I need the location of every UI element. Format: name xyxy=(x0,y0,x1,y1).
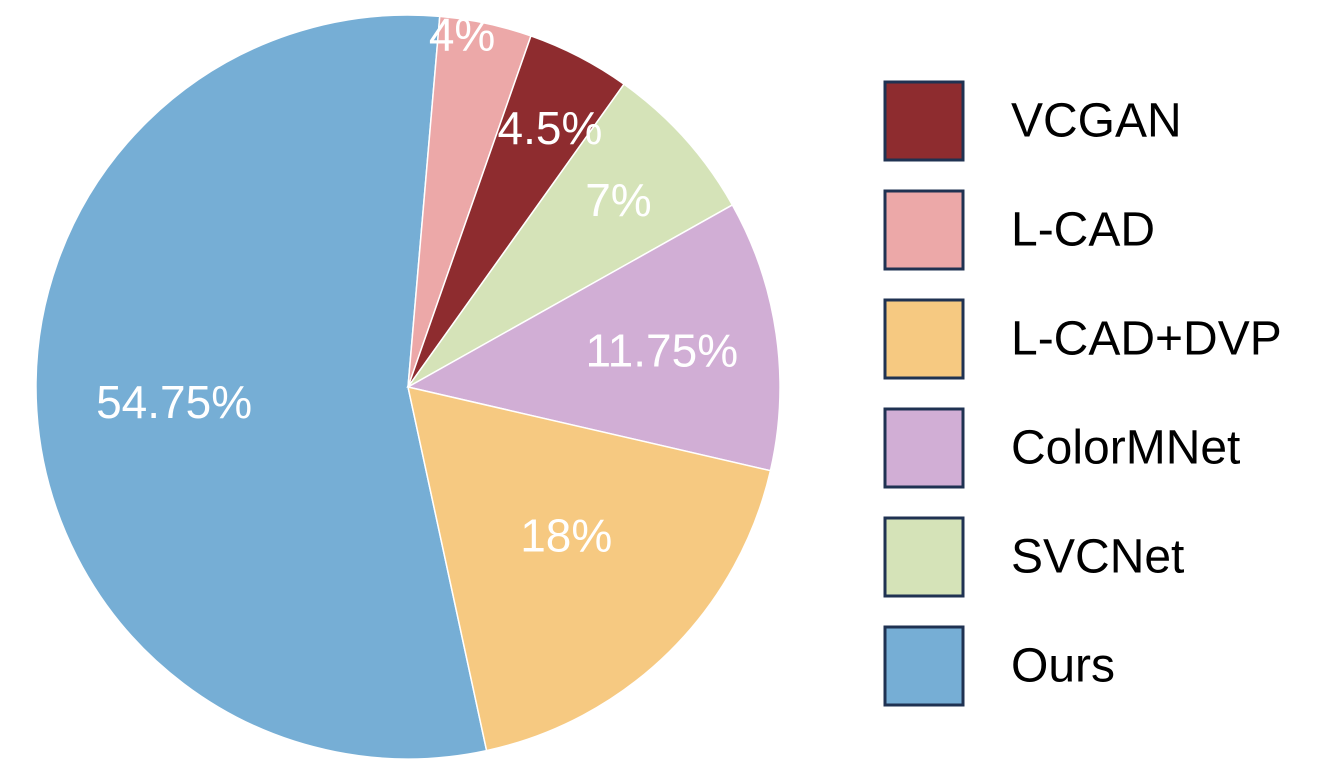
pie-slice-label-svcnet: 7% xyxy=(585,174,651,226)
pie-slices xyxy=(35,14,781,760)
pie-slice-label-colormnet: 11.75% xyxy=(586,325,739,377)
pie-slice-ours xyxy=(35,14,488,760)
legend-swatch-l-cad-plus-dvp xyxy=(883,298,965,380)
legend-label-l-cad-plus-dvp: L-CAD+DVP xyxy=(1011,313,1282,366)
legend-label-l-cad: L-CAD xyxy=(1011,204,1155,257)
pie-slice-label-ours: 54.75% xyxy=(96,376,252,428)
pie-slice-label-l-cad-plus-dvp: 18% xyxy=(520,509,612,561)
legend-label-svcnet: SVCNet xyxy=(1011,531,1184,584)
legend: VCGAN L-CAD L-CAD+DVP ColorMNet SVCNet Ours xyxy=(883,80,1282,707)
legend-swatch-l-cad xyxy=(883,189,965,271)
legend-label-vcgan: VCGAN xyxy=(1011,95,1182,148)
pie-slice-svcnet xyxy=(407,83,734,388)
legend-label-ours: Ours xyxy=(1011,640,1115,693)
legend-label-colormnet: ColorMNet xyxy=(1011,422,1240,475)
pie-slice-colormnet xyxy=(405,203,781,472)
legend-swatch-ours xyxy=(883,625,965,707)
pie-slice-label-l-cad: 4% xyxy=(429,8,495,60)
pie-slice-label-vcgan: 4.5% xyxy=(498,102,603,154)
legend-swatch-svcnet xyxy=(883,516,965,598)
legend-swatch-colormnet xyxy=(883,407,965,489)
pie-slice-labels: 54.75% 4%4.5% 7% 11.75% 18% xyxy=(96,8,738,561)
legend-swatch-vcgan xyxy=(883,80,965,162)
pie-slice-l-cad-plus-dvp xyxy=(407,386,772,752)
